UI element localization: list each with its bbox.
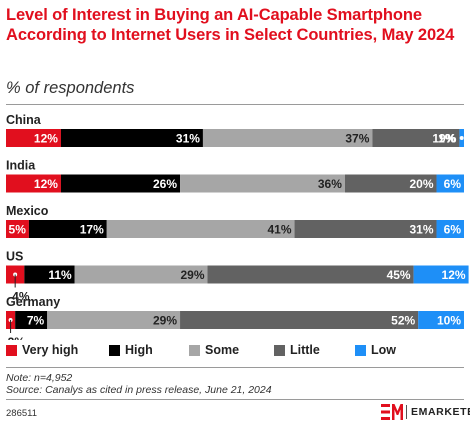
category-label-germany: Germany (6, 295, 60, 309)
data-label-mexico-little: 31% (409, 223, 433, 237)
bar-segment-germany-high (15, 311, 48, 329)
data-label-china-little: 19% (432, 132, 456, 146)
note-text: Note: n=4,952 (6, 372, 73, 384)
bar-segment-us-some (74, 265, 208, 284)
data-label-china-high: 31% (176, 132, 200, 146)
chart-subtitle: % of respondents (6, 79, 135, 97)
chart-legend: Very high High Some Little Low (6, 343, 466, 359)
data-label-china-low: 1% (438, 132, 456, 146)
data-label-germany-very-high: 2% (8, 335, 26, 340)
legend-divider (6, 367, 464, 368)
bar-segment-germany-some (47, 311, 181, 329)
leader-dot-china-low (459, 136, 464, 140)
data-label-us-high: 11% (48, 268, 72, 282)
data-label-us-very-high: 4% (12, 290, 30, 304)
data-label-germany-some: 29% (153, 314, 177, 328)
data-label-mexico-very-high: 5% (9, 223, 27, 237)
data-label-china-very-high: 12% (34, 132, 58, 146)
bar-segment-mexico-little (294, 220, 437, 238)
data-label-india-very-high: 12% (34, 177, 58, 191)
data-label-india-little: 20% (409, 177, 433, 191)
data-label-india-low: 6% (444, 177, 462, 191)
bar-segment-india-very-high (6, 174, 61, 193)
stacked-bar-chart: China 12% 31% 37% 19%1% India 12% 26% 36% 20% 6% Me… (6, 113, 469, 340)
legend-label-very-high: Very high (22, 343, 79, 357)
legend-label-low: Low (371, 343, 396, 357)
brand-name: EMARKETER (411, 406, 470, 418)
bar-segment-germany-little (180, 311, 419, 329)
data-label-germany-low: 10% (437, 314, 461, 328)
category-label-china: China (6, 113, 42, 127)
legend-swatch-some (189, 345, 200, 356)
data-label-germany-high: 7% (27, 314, 45, 328)
source-text: Source: Canalys as cited in press releas… (6, 384, 272, 396)
data-label-mexico-high: 17% (80, 223, 104, 237)
data-label-germany-little: 52% (391, 314, 415, 328)
bar-segment-germany-low (418, 311, 464, 329)
legend-swatch-little (274, 345, 285, 356)
bar-segment-mexico-very-high (6, 220, 29, 238)
legend-label-some: Some (205, 343, 240, 357)
legend-label-high: High (125, 343, 153, 357)
data-label-us-low: 12% (442, 268, 466, 282)
category-label-india: India (6, 159, 36, 173)
data-label-us-some: 29% (180, 268, 204, 282)
chart-title: Level of Interest in Buying an AI-Capabl… (6, 6, 455, 44)
data-label-mexico-low: 6% (444, 223, 462, 237)
bar-segment-india-high (60, 174, 181, 193)
em-logo-icon (381, 404, 403, 420)
legend-swatch-low (355, 345, 366, 356)
bar-segment-china-very-high (6, 129, 61, 147)
legend-label-little: Little (290, 343, 320, 357)
bar-segment-india-little (344, 174, 437, 193)
bar-segment-china-some (202, 129, 373, 147)
data-label-us-little: 45% (387, 268, 411, 282)
data-label-india-some: 36% (318, 177, 342, 191)
data-label-mexico-some: 41% (268, 223, 292, 237)
bar-segment-mexico-some (106, 220, 295, 238)
chart-id: 286511 (6, 408, 37, 419)
logo-divider (406, 405, 407, 419)
footer-divider (6, 399, 464, 400)
data-label-china-some: 37% (345, 132, 369, 146)
category-label-us: US (6, 250, 23, 264)
bar-segment-us-little (207, 265, 414, 284)
legend-swatch-high (109, 345, 120, 356)
category-label-mexico: Mexico (6, 204, 49, 218)
bar-segment-india-low (436, 174, 464, 193)
bar-segment-india-some (180, 174, 345, 193)
bar-segment-china-little (372, 129, 460, 147)
bar-segment-mexico-low (436, 220, 464, 238)
top-divider (6, 104, 464, 105)
bar-segment-us-low (413, 265, 469, 284)
legend-swatch-very-high (6, 345, 17, 356)
bar-segment-us-high (24, 265, 75, 284)
bar-segment-china-high (60, 129, 203, 147)
data-label-india-high: 26% (153, 177, 177, 191)
bar-segment-mexico-high (28, 220, 107, 238)
